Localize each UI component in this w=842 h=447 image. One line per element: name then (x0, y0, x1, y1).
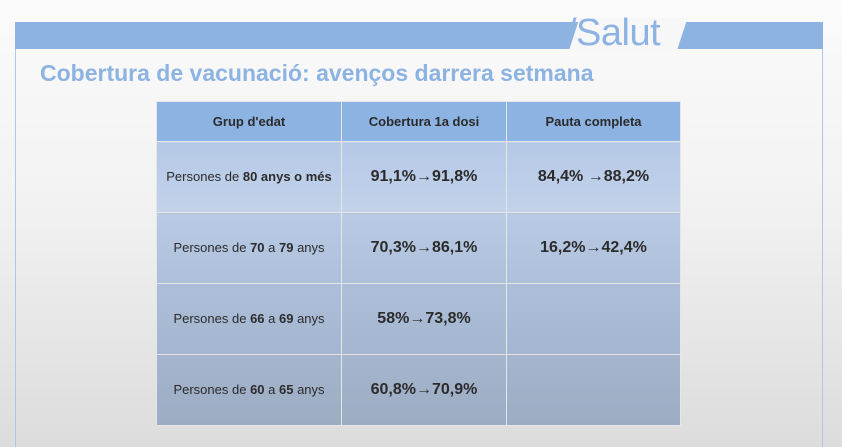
first-dose-cell: 58%→73,8% (341, 283, 507, 355)
table-row: Persones de 70 a 79 anys 70,3%→86,1% 16,… (156, 212, 681, 284)
column-header-complete: Pauta completa (506, 101, 681, 142)
table-header-row: Grup d'edat Cobertura 1a dosi Pauta comp… (156, 101, 681, 142)
table-row: Persones de 66 a 69 anys 58%→73,8% (156, 283, 681, 355)
first-dose-value: 91,1%→91,8% (370, 168, 478, 185)
age-group-label: Persones de 60 a 65 anys (173, 382, 325, 397)
age-group-cell: Persones de 70 a 79 anys (156, 212, 342, 284)
slide-title: Cobertura de vacunació: avenços darrera … (40, 60, 594, 86)
column-header-age-group: Grup d'edat (156, 101, 342, 142)
vaccination-coverage-table: Grup d'edat Cobertura 1a dosi Pauta comp… (156, 101, 681, 426)
first-dose-cell: 60,8%→70,9% (341, 354, 507, 426)
complete-cell: 84,4% →88,2% (506, 141, 681, 213)
table-row: Persones de 80 anys o més 91,1%→91,8% 84… (156, 141, 681, 213)
column-header-first-dose: Cobertura 1a dosi (341, 101, 507, 142)
age-group-label: Persones de 70 a 79 anys (173, 240, 325, 255)
first-dose-value: 58%→73,8% (377, 310, 471, 327)
complete-value: 16,2%→42,4% (540, 239, 647, 256)
complete-cell: 16,2%→42,4% (506, 212, 681, 284)
first-dose-value: 70,3%→86,1% (370, 239, 478, 256)
salut-logo: /Salut (566, 12, 661, 54)
table-row: Persones de 60 a 65 anys 60,8%→70,9% (156, 354, 681, 426)
header-bar (15, 22, 823, 49)
age-group-cell: Persones de 66 a 69 anys (156, 283, 342, 355)
age-group-label: Persones de 80 anys o més (166, 169, 332, 184)
age-group-label: Persones de 66 a 69 anys (173, 311, 325, 326)
first-dose-cell: 91,1%→91,8% (341, 141, 507, 213)
first-dose-value: 60,8%→70,9% (370, 381, 478, 398)
complete-cell (506, 283, 681, 355)
complete-cell (506, 354, 681, 426)
slide-frame (15, 49, 823, 447)
first-dose-cell: 70,3%→86,1% (341, 212, 507, 284)
age-group-cell: Persones de 80 anys o més (156, 141, 342, 213)
age-group-cell: Persones de 60 a 65 anys (156, 354, 342, 426)
complete-value: 84,4% →88,2% (537, 168, 650, 185)
